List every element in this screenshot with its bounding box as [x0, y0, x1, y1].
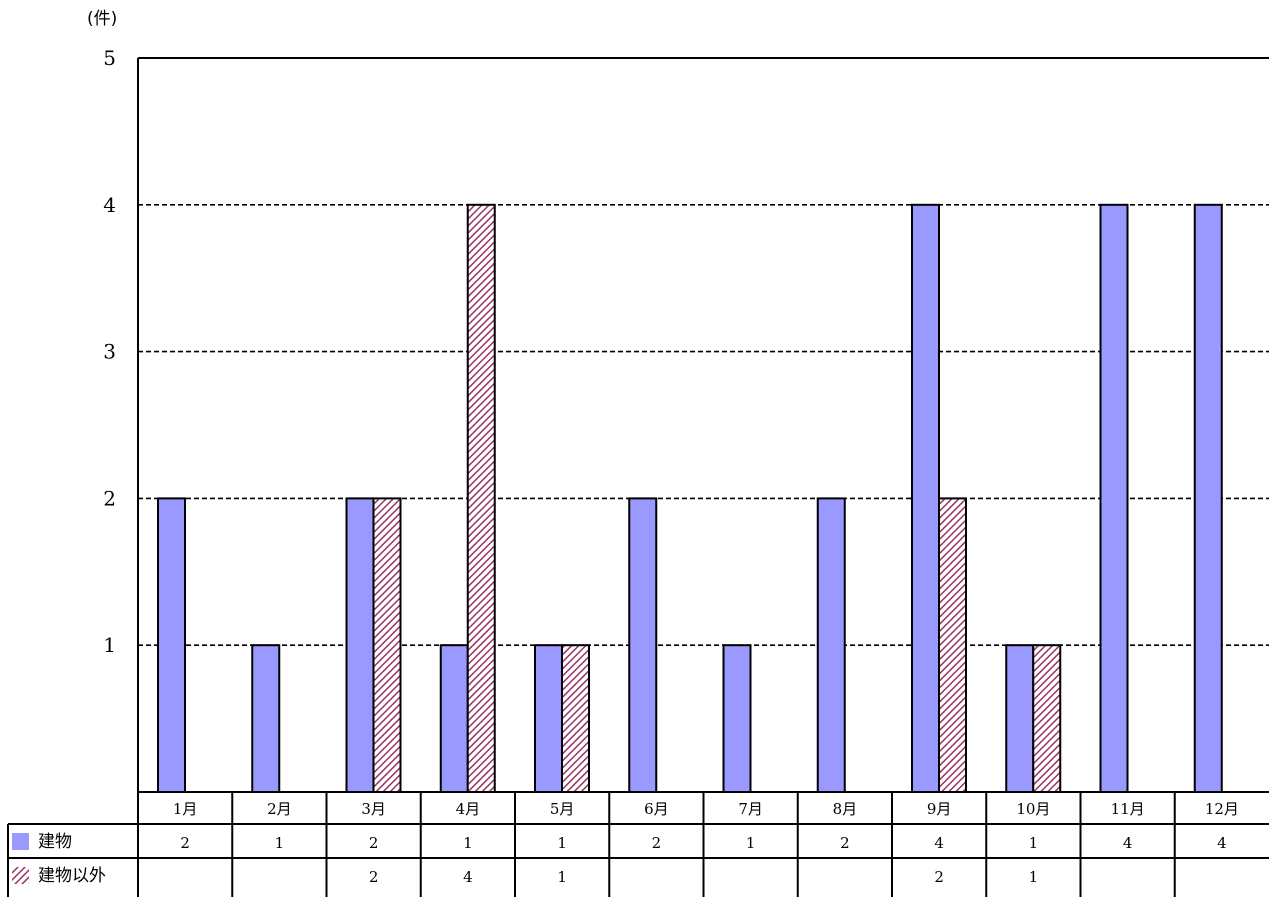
category-label: 10月 — [1016, 800, 1050, 818]
legend-label: 建物 — [38, 832, 72, 852]
data-value-label: 2 — [934, 868, 944, 886]
legend-label: 建物以外 — [38, 866, 106, 886]
bar-non-building — [561, 644, 590, 794]
y-axis-ticks: 1 2 3 4 5 — [103, 46, 116, 657]
data-value-label: 2 — [180, 834, 190, 852]
category-label: 7月 — [738, 800, 763, 818]
y-tick-label: 3 — [103, 340, 116, 364]
bar-building — [1099, 203, 1129, 794]
legend-swatch-building — [12, 833, 29, 850]
category-label: 11月 — [1111, 800, 1145, 818]
bar-building — [911, 203, 940, 794]
data-value-label: 2 — [652, 834, 662, 852]
category-label: 4月 — [456, 800, 481, 818]
category-label: 3月 — [361, 800, 386, 818]
data-value-label: 4 — [463, 868, 473, 886]
bar-building — [1193, 203, 1223, 794]
data-value-label: 1 — [1029, 834, 1039, 852]
data-value-label: 4 — [1217, 834, 1227, 852]
bar-building — [1005, 644, 1035, 794]
data-value-label: 1 — [1029, 868, 1039, 886]
data-value-label: 1 — [557, 834, 567, 852]
y-tick-label: 5 — [103, 46, 116, 70]
bar-non-building — [938, 497, 967, 793]
data-value-label: 2 — [840, 834, 850, 852]
y-axis-unit: (件) — [87, 9, 117, 29]
category-label: 12月 — [1205, 800, 1239, 818]
bar-building — [251, 644, 281, 794]
data-value-label: 1 — [463, 834, 473, 852]
category-label: 1月 — [173, 800, 198, 818]
bar-building — [157, 497, 186, 793]
data-value-label: 1 — [557, 868, 567, 886]
category-label: 8月 — [833, 800, 858, 818]
category-label: 9月 — [927, 800, 952, 818]
y-tick-label: 4 — [103, 193, 116, 217]
data-value-label: 2 — [369, 868, 379, 886]
y-tick-label: 2 — [103, 486, 116, 510]
bar-building — [534, 644, 563, 794]
bar-building — [628, 497, 658, 793]
data-value-label: 4 — [1123, 834, 1133, 852]
bar-non-building — [466, 203, 496, 794]
category-label: 6月 — [644, 800, 669, 818]
legend-swatch-non-building — [12, 867, 29, 884]
bars — [157, 203, 1223, 794]
data-value-label: 2 — [369, 834, 379, 852]
bar-building — [722, 644, 752, 794]
bar-building — [439, 644, 469, 794]
bar-building — [345, 497, 375, 793]
bar-building — [816, 497, 846, 793]
y-tick-label: 1 — [103, 633, 116, 657]
data-value-label: 1 — [275, 834, 285, 852]
category-label: 2月 — [267, 800, 292, 818]
gridlines — [138, 57, 1269, 647]
bar-non-building — [1032, 644, 1062, 794]
data-value-label: 4 — [934, 834, 944, 852]
data-value-label: 1 — [746, 834, 756, 852]
category-label: 5月 — [550, 800, 575, 818]
bar-non-building — [372, 497, 402, 793]
